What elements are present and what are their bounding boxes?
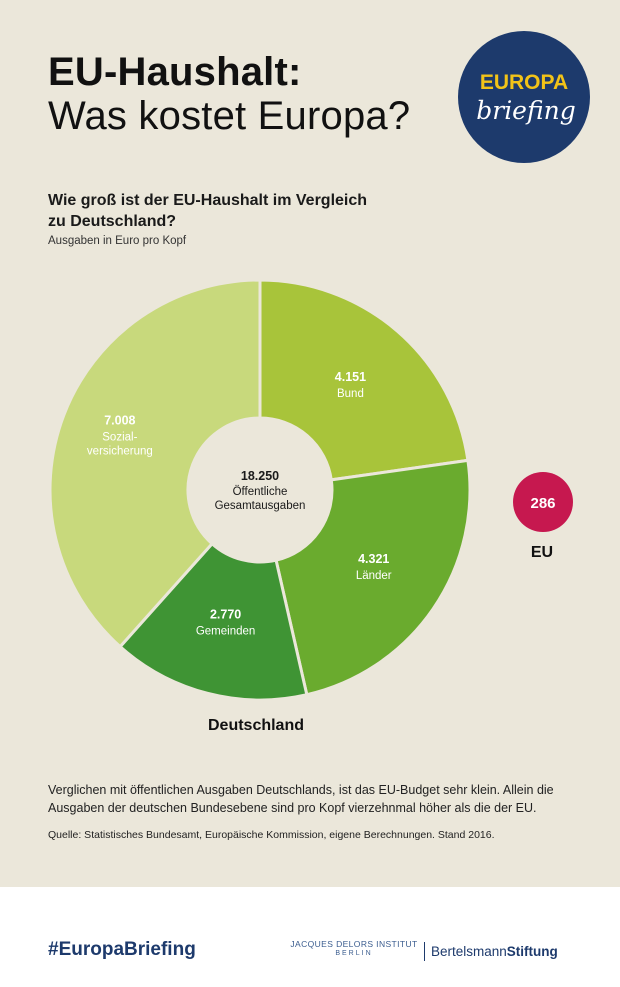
total-value-label: 18.250 — [241, 469, 279, 483]
slice-value-label: 7.008 — [104, 414, 135, 428]
slice-name-label: Länder — [356, 570, 392, 582]
slice-name-label: Sozial- — [102, 432, 137, 444]
pie-slice-länder — [274, 458, 472, 697]
donut-chart: 4.151 Bund 4.321 Länder 2.770 Gemeinden 7.008 S… — [48, 278, 573, 734]
total-name-label: Gesamtausgaben — [215, 500, 306, 512]
footer-separator — [424, 942, 425, 961]
europa-briefing-logo: EUROPA briefing — [458, 31, 590, 163]
eu-bubble — [513, 472, 573, 532]
total-name-label: Öffentliche — [233, 486, 288, 498]
jdi-line-2: BERLIN — [335, 950, 373, 957]
deutschland-label: Deutschland — [208, 717, 304, 734]
bs-part-1: Bertelsmann — [431, 944, 507, 959]
jacques-delors-institut-logo: JACQUES DELORS INSTITUT BERLIN — [286, 939, 422, 959]
pie-slice-sozialversicherung — [48, 278, 262, 649]
eu-value-label: 286 — [530, 495, 555, 512]
eu-label: EU — [531, 544, 553, 561]
slice-value-label: 2.770 — [210, 608, 241, 622]
page-title: EU-Haushalt: Was kostet Europa? — [48, 50, 410, 138]
logo-circle — [458, 31, 590, 163]
bs-part-2: Stiftung — [506, 944, 558, 959]
pie-slice-bund — [258, 278, 470, 482]
title-line-1: EU-Haushalt: — [48, 50, 302, 94]
slice-name-label: versicherung — [87, 446, 153, 458]
source-note: Quelle: Statistisches Bundesamt, Europäi… — [48, 829, 495, 841]
slice-name-label: Gemeinden — [196, 626, 255, 638]
explanatory-note: Verglichen mit öffentlichen Ausgaben Deu… — [48, 783, 554, 815]
bertelsmann-stiftung-logo: BertelsmannStiftung — [431, 944, 558, 959]
pie-slice-gemeinden — [118, 541, 309, 702]
slice-name-label: Bund — [337, 388, 364, 400]
chart-subtitle: Ausgaben in Euro pro Kopf — [48, 235, 187, 247]
jdi-line-1: JACQUES DELORS INSTITUT — [290, 939, 418, 949]
slice-value-label: 4.321 — [358, 552, 389, 566]
chart-question: Wie groß ist der EU-Haushalt im Vergleic… — [48, 192, 368, 230]
title-line-2: Was kostet Europa? — [48, 94, 411, 138]
slice-value-label: 4.151 — [335, 370, 366, 384]
footer: #EuropaBriefing JACQUES DELORS INSTITUT … — [0, 887, 620, 987]
logo-europa-text: EUROPA — [480, 71, 568, 94]
logo-briefing-text: briefing — [476, 96, 576, 125]
footer-hashtag[interactable]: #EuropaBriefing — [48, 939, 196, 960]
